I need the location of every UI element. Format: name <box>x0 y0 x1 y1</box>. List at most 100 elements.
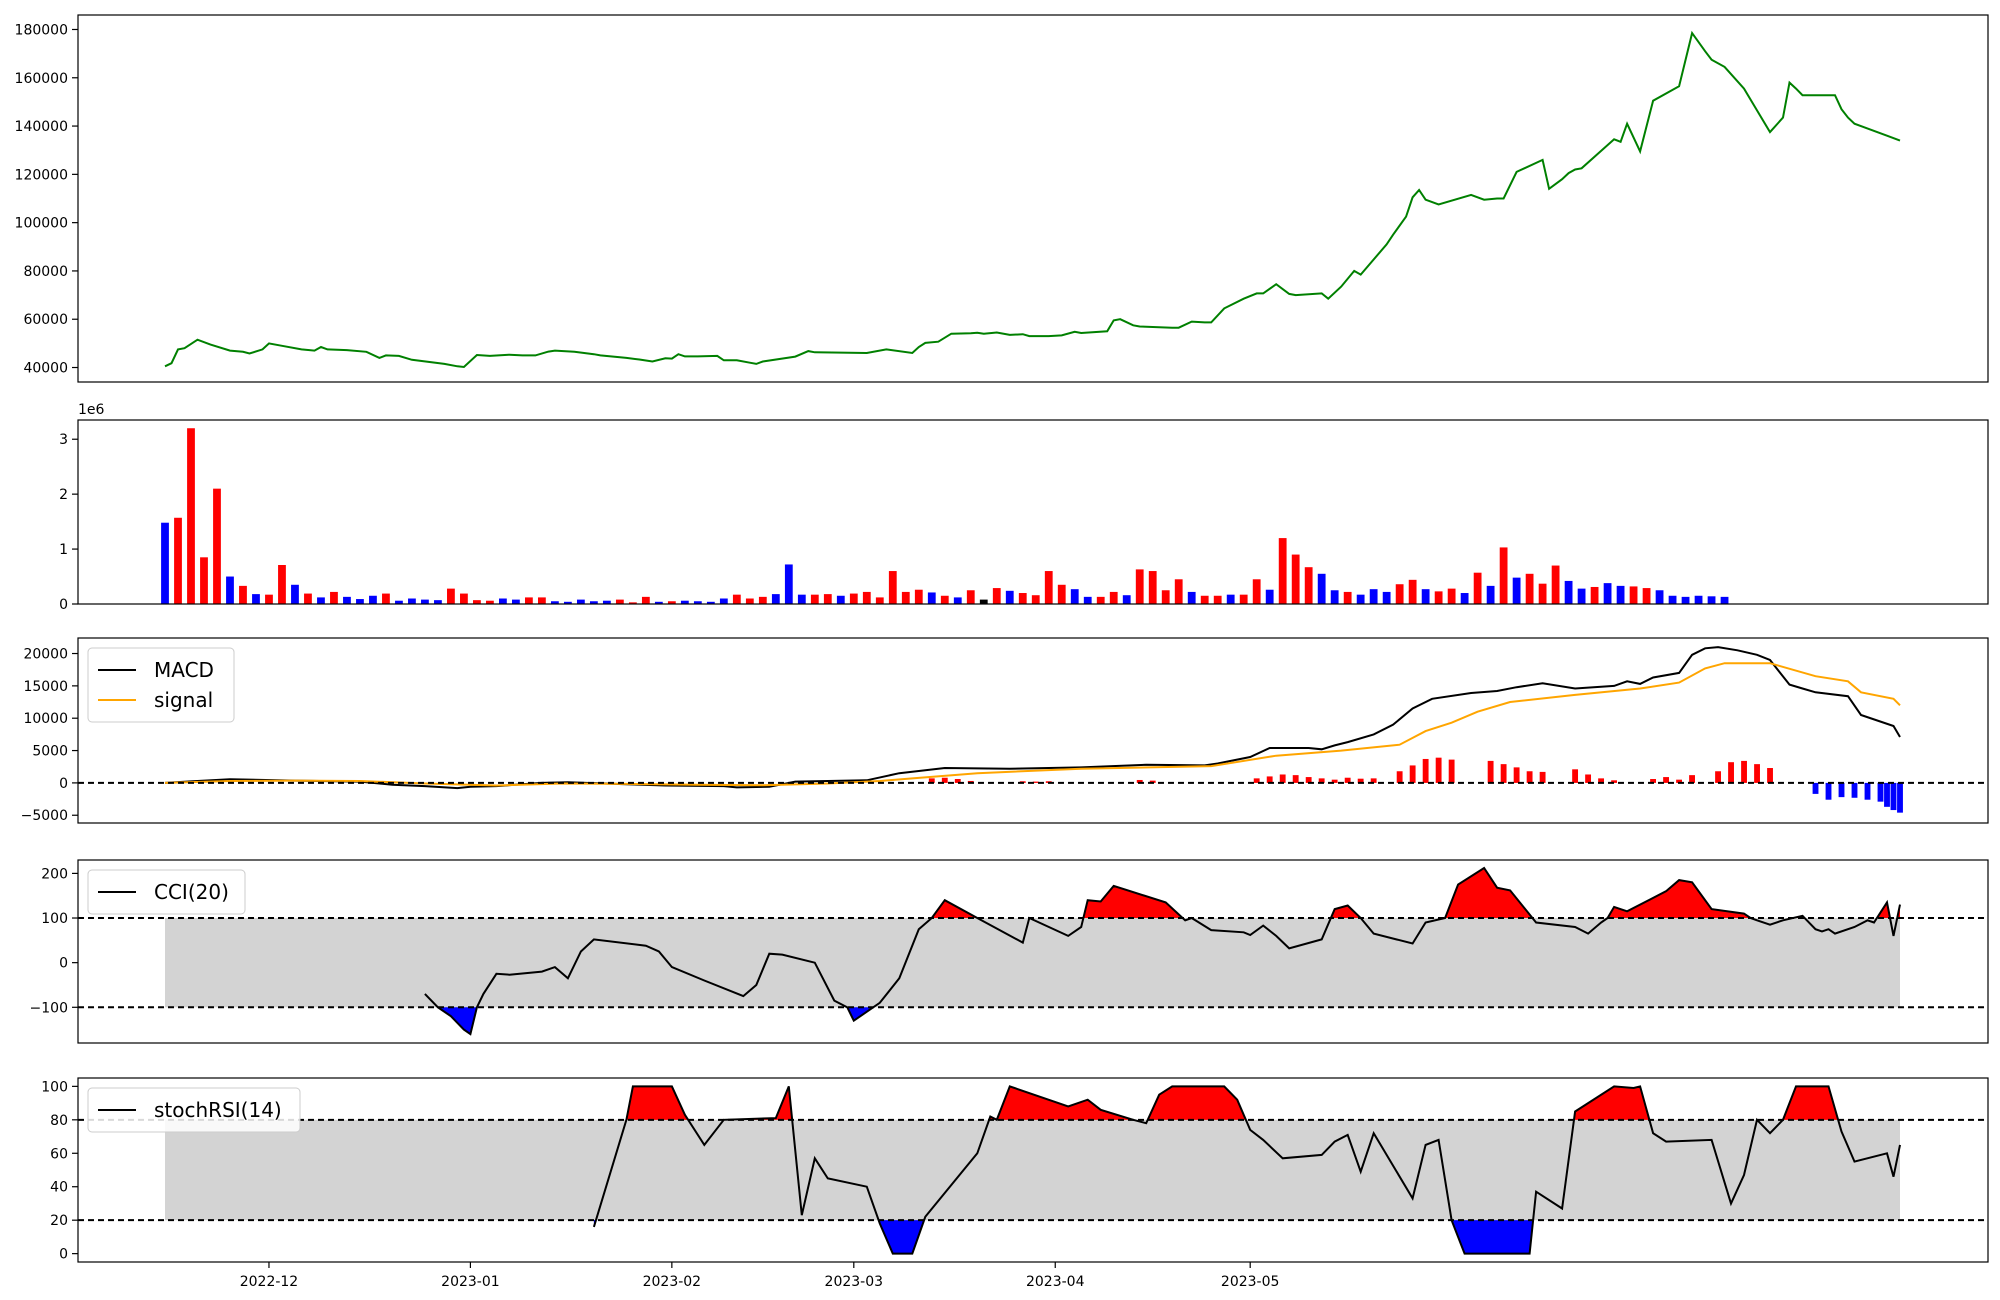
macd-histogram-bar-38 <box>1728 762 1734 783</box>
y-tick-label: −100 <box>30 1000 68 1016</box>
volume-bar-56 <box>888 571 897 604</box>
axes-frame <box>77 419 1989 605</box>
volume-bar-1 <box>174 517 182 604</box>
legend-box <box>87 647 235 723</box>
volume-bar-80 <box>1200 595 1209 604</box>
x-tick-label: 2023-05 <box>1221 1274 1280 1290</box>
y-tick-label: 60 <box>50 1146 68 1162</box>
y-tick-label: 0 <box>59 956 68 972</box>
price-panel: 40000 60000 80000 100000 120000 140000 160000 1… <box>15 14 1989 383</box>
volume-bar-84 <box>1252 579 1261 604</box>
volume-bar-19 <box>408 598 416 604</box>
volume-bar-71 <box>1083 596 1092 604</box>
macd-histogram-bar-9 <box>1253 778 1260 783</box>
macd-histogram-bar-22 <box>1435 757 1442 783</box>
macd-histogram-bar-41 <box>1767 768 1773 783</box>
volume-bar-28 <box>524 597 533 604</box>
volume-bar-4 <box>213 488 221 604</box>
volume-bar-57 <box>901 591 910 604</box>
price-line <box>164 30 1901 369</box>
volume-bar-52 <box>836 595 845 604</box>
volume-bar-22 <box>447 588 455 604</box>
volume-bar-68 <box>1044 571 1053 604</box>
volume-bar-76 <box>1148 571 1157 604</box>
volume-bar-11 <box>304 593 312 604</box>
volume-bar-23 <box>460 593 468 604</box>
y-tick-label: −5000 <box>21 808 68 824</box>
volume-bar-3 <box>200 557 208 604</box>
volume-bar-29 <box>537 597 546 604</box>
volume-bar-47 <box>771 594 780 604</box>
y-tick-label: 140000 <box>15 119 68 135</box>
volume-bar-66 <box>1018 593 1027 604</box>
volume-bar-104 <box>1512 577 1521 604</box>
volume-bar-18 <box>395 600 403 604</box>
macd-histogram-bar-23 <box>1448 759 1455 783</box>
macd-histogram-bar-47 <box>1877 782 1884 802</box>
y-tick-label: 80 <box>50 1113 68 1129</box>
volume-bar-109 <box>1577 588 1586 604</box>
volume-bar-33 <box>589 601 598 604</box>
volume-bar-117 <box>1681 596 1690 604</box>
macd-histogram-bar-2 <box>954 779 961 783</box>
y-tick-label: 0 <box>59 776 68 792</box>
volume-bar-40 <box>680 600 689 604</box>
volume-bar-116 <box>1668 595 1677 604</box>
volume-bar-108 <box>1564 580 1573 604</box>
axes-frame <box>77 637 1989 824</box>
volume-bar-118 <box>1694 595 1703 604</box>
volume-bar-89 <box>1317 573 1326 604</box>
macd-histogram-bar-21 <box>1422 758 1429 783</box>
volume-bar-46 <box>758 596 767 604</box>
volume-bar-69 <box>1057 584 1066 604</box>
volume-bar-97 <box>1421 589 1430 604</box>
x-axis: 2022-12 2023-01 2023-02 2023-03 2023-04 2023-… <box>240 1262 1280 1290</box>
volume-bar-8 <box>265 594 273 604</box>
volume-bar-48 <box>784 564 793 604</box>
macd-line <box>164 646 1901 790</box>
volume-bar-58 <box>914 589 923 604</box>
volume-bar-79 <box>1187 591 1196 604</box>
volume-bar-99 <box>1447 588 1456 604</box>
volume-bar-72 <box>1096 596 1105 604</box>
volume-bar-90 <box>1330 590 1339 604</box>
y-tick-label: 3 <box>59 432 68 448</box>
macd-histogram-bar-34 <box>1663 777 1669 783</box>
overbought-fill <box>626 1086 1839 1120</box>
y-tick-label: 100 <box>41 911 68 927</box>
y-tick-label: 60000 <box>23 312 68 328</box>
legend-box <box>87 869 246 915</box>
macd-histogram-bar-1 <box>941 777 948 783</box>
volume-bar-59 <box>927 592 936 604</box>
legend-box <box>87 1087 301 1133</box>
volume-bar-43 <box>719 598 728 604</box>
macd-histogram-bar-37 <box>1715 771 1721 783</box>
volume-bar-21 <box>434 600 442 604</box>
x-tick-label: 2023-04 <box>1026 1274 1085 1290</box>
y-tick-label: 1 <box>59 542 68 558</box>
macd-histogram-bar-24 <box>1487 760 1494 783</box>
y-tick-label: 200 <box>41 866 68 882</box>
macd-histogram-bar-45 <box>1851 782 1858 798</box>
axes-frame <box>77 1077 1989 1263</box>
macd-histogram-bar-32 <box>1611 780 1618 783</box>
volume-bar-60 <box>940 595 949 604</box>
macd-histogram-bar-43 <box>1825 782 1832 800</box>
volume-bar-95 <box>1395 584 1404 604</box>
y-tick-label: 2 <box>59 487 68 503</box>
volume-bar-26 <box>499 598 507 604</box>
macd-histogram-bar-16 <box>1344 777 1351 783</box>
volume-bar-91 <box>1343 591 1352 604</box>
macd-histogram-bar-20 <box>1409 765 1416 783</box>
volume-bar-86 <box>1278 538 1287 604</box>
y-tick-label: 120000 <box>15 167 68 183</box>
volume-bar-61 <box>953 597 962 604</box>
volume-bar-51 <box>823 594 832 604</box>
volume-bar-16 <box>369 595 377 604</box>
stochrsi-14--line <box>592 1085 1901 1255</box>
macd-histogram-bar-10 <box>1266 776 1273 783</box>
macd-histogram-bar-50 <box>1897 782 1903 813</box>
macd-histogram-bar-27 <box>1526 771 1533 783</box>
volume-bar-113 <box>1629 586 1638 604</box>
